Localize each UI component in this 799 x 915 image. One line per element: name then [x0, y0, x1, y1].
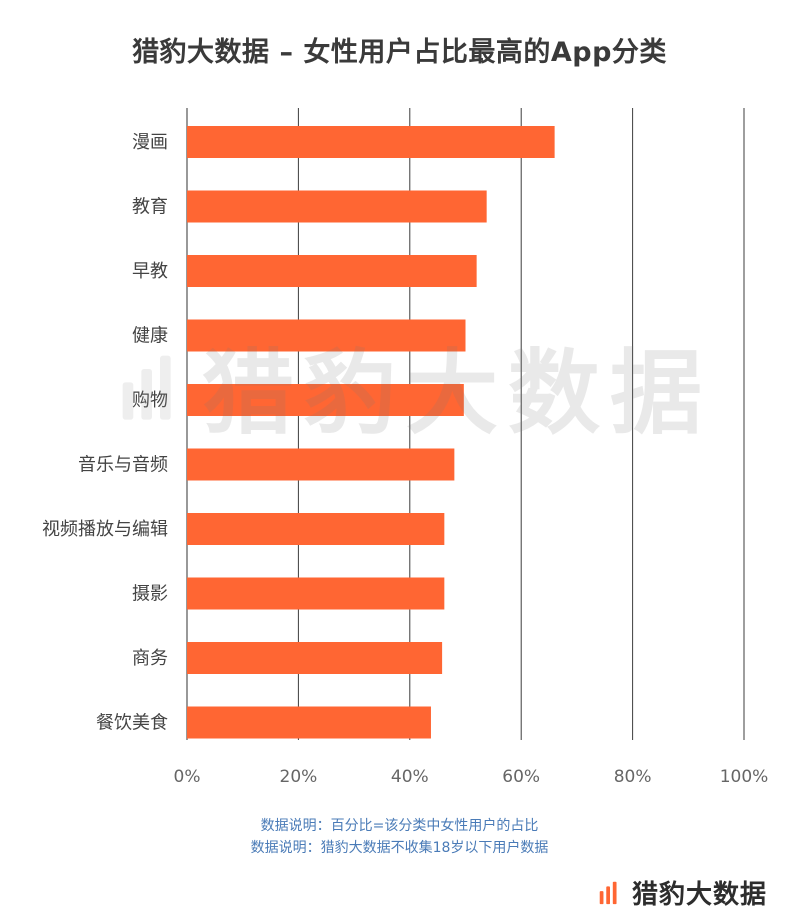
category-label: 漫画 — [132, 132, 168, 153]
data-note-2: 数据说明：猎豹大数据不收集18岁以下用户数据 — [250, 840, 549, 856]
bar — [187, 448, 455, 481]
category-label: 教育 — [132, 197, 168, 218]
bar — [187, 706, 431, 739]
category-label: 购物 — [132, 390, 168, 411]
bar — [187, 190, 487, 223]
bars — [187, 126, 555, 739]
bar — [187, 126, 555, 158]
bar — [187, 384, 464, 416]
category-label: 音乐与音频 — [78, 455, 168, 476]
brand-logo-icon — [599, 881, 617, 905]
bar — [187, 319, 466, 352]
bar — [187, 255, 477, 287]
category-label: 健康 — [132, 326, 168, 347]
bar — [187, 513, 445, 545]
x-tick-labels: 0% 20% 40% 60% 80% 100% — [174, 767, 769, 787]
x-tick-label: 60% — [502, 767, 540, 787]
x-tick-label: 80% — [614, 767, 652, 787]
x-tick-label: 100% — [720, 767, 769, 787]
brand-name: 猎豹大数据 — [632, 879, 768, 910]
category-label: 餐饮美食 — [96, 713, 168, 734]
data-note-1: 数据说明：百分比=该分类中女性用户的占比 — [260, 818, 539, 834]
x-tick-label: 0% — [174, 767, 201, 787]
x-tick-label: 40% — [391, 767, 429, 787]
bar — [187, 577, 445, 610]
category-label: 摄影 — [132, 584, 168, 605]
category-label: 早教 — [132, 261, 168, 282]
brand: 猎豹大数据 — [598, 872, 767, 912]
category-label: 视频播放与编辑 — [42, 519, 168, 540]
category-label: 商务 — [132, 648, 168, 669]
chart-title: 猎豹大数据 – 女性用户占比最高的App分类 — [132, 37, 667, 68]
bar — [187, 642, 443, 674]
x-tick-label: 20% — [280, 767, 318, 787]
data-notes: 数据说明：百分比=该分类中女性用户的占比 数据说明：猎豹大数据不收集18岁以下用… — [0, 815, 799, 859]
